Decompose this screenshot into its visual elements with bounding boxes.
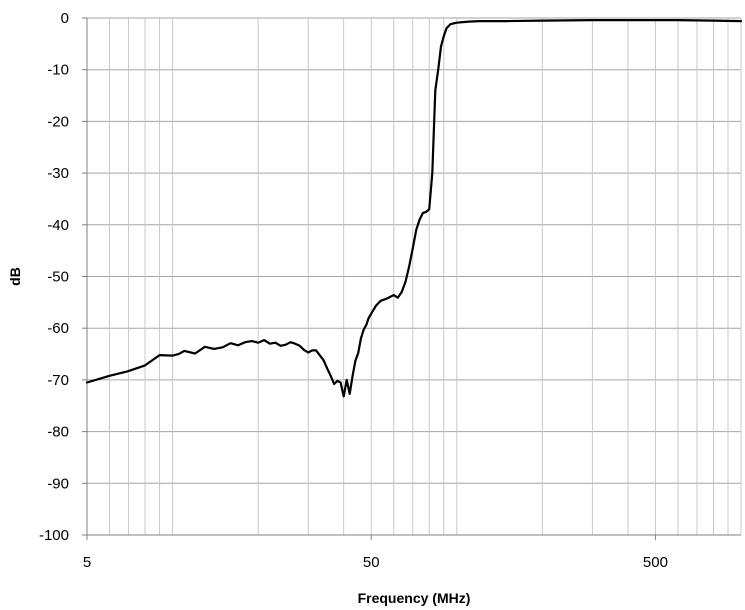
y-tick-label: -60 bbox=[47, 320, 69, 337]
x-tick-label: 50 bbox=[363, 554, 380, 571]
gridlines bbox=[87, 17, 742, 535]
y-tick-label: -10 bbox=[47, 62, 69, 79]
axes bbox=[82, 17, 741, 540]
x-tick-label: 500 bbox=[643, 554, 668, 571]
y-tick-label: -70 bbox=[47, 372, 69, 389]
y-tick-label: -80 bbox=[47, 424, 69, 441]
y-tick-label: -90 bbox=[47, 475, 69, 492]
y-tick-label: -20 bbox=[47, 113, 69, 130]
y-tick-label: 0 bbox=[61, 10, 69, 27]
x-tick-label: 5 bbox=[83, 554, 91, 571]
y-axis-title: dB bbox=[7, 267, 23, 286]
y-tick-label: -100 bbox=[39, 527, 69, 544]
series-line bbox=[85, 19, 743, 398]
y-tick-label: -30 bbox=[47, 165, 69, 182]
y-tick-label: -40 bbox=[47, 217, 69, 234]
tick-labels: 0 -10 -20 -30 -40 -50 -60 -70 -80 -90 -100 5 50 500 bbox=[39, 10, 668, 571]
series bbox=[85, 19, 743, 398]
x-axis-title: Frequency (MHz) bbox=[358, 590, 471, 606]
y-tick-label: -50 bbox=[47, 269, 69, 286]
